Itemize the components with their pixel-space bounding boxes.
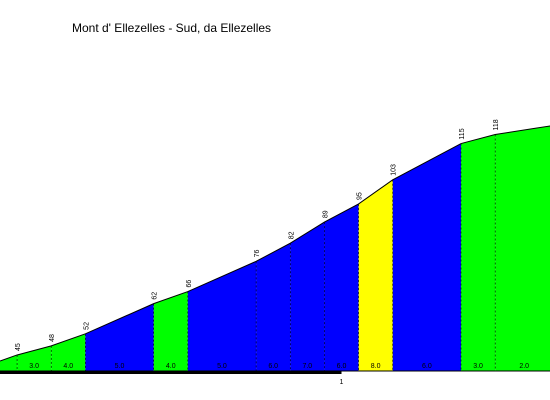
distance-scale-bar xyxy=(0,371,342,374)
segment-grade-label: 5.0 xyxy=(115,363,125,370)
segment-grade-label: 3.0 xyxy=(29,363,39,370)
segment-grade-label: 6.0 xyxy=(422,363,432,370)
segment-grade-label: 5.0 xyxy=(217,363,227,370)
segment-grade-labels: 3.0 4.0 5.0 4.0 5.0 6.0 7.0 6.0 8.0 6.0 3.0 2.0 xyxy=(29,363,529,370)
profile-segment xyxy=(0,354,18,371)
altitude-label: 103 xyxy=(391,164,398,176)
chart-title: Mont d' Ellezelles - Sud, da Ellezelles xyxy=(72,21,271,35)
profile-segment xyxy=(85,303,154,371)
altitude-label: 118 xyxy=(493,119,500,130)
profile-segment xyxy=(358,179,393,371)
altitude-labels: 45 48 52 62 66 76 82 89 95 103 115 118 xyxy=(15,119,500,351)
segment-grade-label: 6.0 xyxy=(337,363,347,370)
profile-segment xyxy=(495,125,550,371)
altitude-label: 48 xyxy=(49,334,56,342)
distance-axis: 1 xyxy=(0,370,550,386)
altitude-label: 66 xyxy=(186,280,193,288)
profile-segment xyxy=(324,203,359,371)
altitude-label: 115 xyxy=(459,128,466,139)
profile-segment xyxy=(461,134,496,371)
profile-segment xyxy=(153,291,188,371)
altitude-label: 95 xyxy=(357,192,364,200)
segment-grade-label: 4.0 xyxy=(166,363,176,370)
altitude-label: 76 xyxy=(254,249,261,257)
segment-grade-label: 8.0 xyxy=(371,363,381,370)
altitude-label: 62 xyxy=(152,292,159,300)
profile-outline xyxy=(0,125,550,362)
altitude-label: 82 xyxy=(288,231,295,239)
segment-grade-label: 2.0 xyxy=(519,363,529,370)
altitude-label: 89 xyxy=(322,210,329,218)
profile-segment xyxy=(187,261,257,371)
segment-grade-label: 3.0 xyxy=(473,363,483,370)
altitude-label: 52 xyxy=(83,322,90,330)
segment-grade-label: 7.0 xyxy=(302,363,312,370)
segment-grade-label: 4.0 xyxy=(63,363,73,370)
distance-tick-label: 1 xyxy=(340,379,344,386)
profile-areas xyxy=(0,125,550,371)
profile-segment xyxy=(392,143,462,371)
profile-segment xyxy=(17,345,52,371)
profile-segment xyxy=(256,243,291,371)
segment-dividers xyxy=(16,134,496,371)
segment-grade-label: 6.0 xyxy=(268,363,278,370)
profile-segment xyxy=(290,222,325,371)
altitude-label: 45 xyxy=(15,343,22,351)
